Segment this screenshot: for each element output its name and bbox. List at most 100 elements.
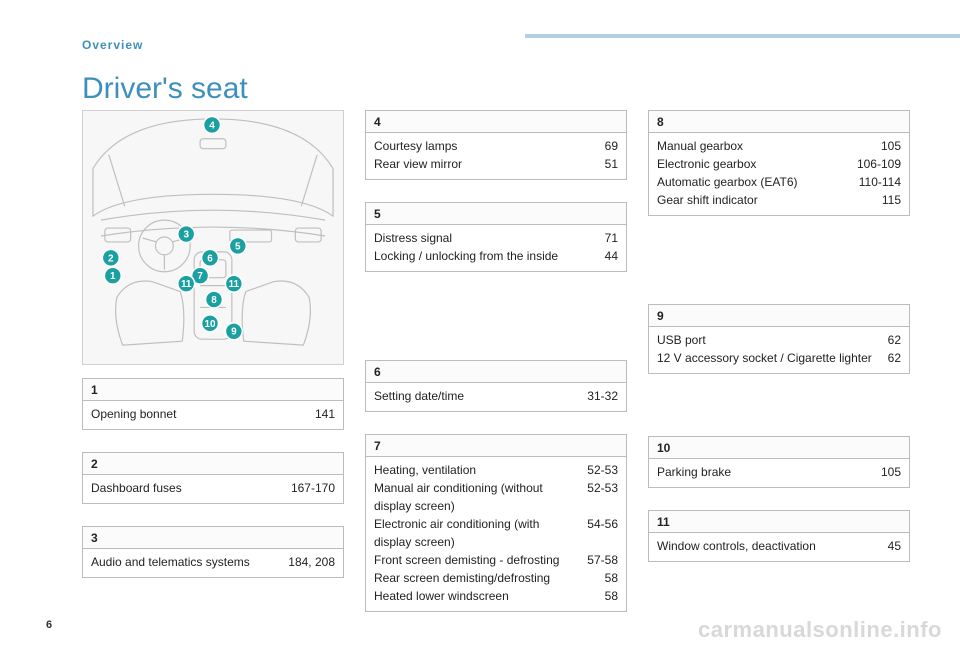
box-body: Audio and telematics systems 184, 208 [83,549,343,577]
box-body: Courtesy lamps 69 Rear view mirror 51 [366,133,626,179]
reference-pages: 184, 208 [288,553,335,571]
box-head: 5 [366,203,626,225]
reference-row: Window controls, deactivation 45 [657,537,901,555]
reference-row: Electronic gearbox 106-109 [657,155,901,173]
callout-number: 6 [207,253,213,264]
box-head: 2 [83,453,343,475]
reference-pages: 51 [605,155,618,173]
callout-number: 4 [209,120,215,131]
reference-pages: 62 [888,331,901,349]
reference-row: Gear shift indicator115 [657,191,901,209]
reference-row: Heated lower windscreen 58 [374,587,618,605]
reference-row: Setting date/time 31-32 [374,387,618,405]
callout-number: 5 [235,241,241,252]
reference-label: Distress signal [374,229,595,247]
reference-row: Distress signal 71 [374,229,618,247]
reference-label: Locking / unlocking from the inside [374,247,595,265]
reference-label: Courtesy lamps [374,137,595,155]
reference-row: Parking brake105 [657,463,901,481]
reference-pages: 54-56 [587,515,618,533]
watermark: carmanualsonline.info [698,617,942,643]
reference-label: Gear shift indicator [657,191,872,209]
reference-label: Automatic gearbox (EAT6) [657,173,849,191]
reference-label: Setting date/time [374,387,577,405]
box-body: Distress signal71Locking / unlocking fro… [366,225,626,271]
reference-label: Audio and telematics systems [91,553,278,571]
page-number: 6 [46,619,52,631]
reference-box-2: 2 Dashboard fuses 167-170 [82,452,344,504]
callout-number: 7 [197,271,203,282]
reference-pages: 167-170 [291,479,335,497]
reference-row: Courtesy lamps 69 [374,137,618,155]
reference-pages: 71 [605,229,618,247]
reference-pages: 52-53 [587,461,618,479]
box-head: 3 [83,527,343,549]
reference-pages: 110-114 [859,173,901,191]
reference-row: Opening bonnet 141 [91,405,335,423]
reference-label: Dashboard fuses [91,479,281,497]
interior-svg: 123456789101111 [83,111,343,364]
reference-row: USB port 62 [657,331,901,349]
reference-pages: 62 [888,349,901,367]
reference-row: Manual air conditioning (without display… [374,479,618,515]
reference-pages: 58 [605,587,618,605]
reference-box-10: 10 Parking brake105 [648,436,910,488]
reference-pages: 141 [315,405,335,423]
reference-pages: 57-58 [587,551,618,569]
section-label: Overview [82,38,143,52]
reference-box-11: 11 Window controls, deactivation 45 [648,510,910,562]
box-head: 7 [366,435,626,457]
callout-number: 1 [110,271,116,282]
column-2: 4 Courtesy lamps 69 Rear view mirror 51 5 Dist… [365,110,627,634]
reference-row: Electronic air conditioning (with displa… [374,515,618,551]
reference-label: Window controls, deactivation [657,537,878,555]
box-head: 10 [649,437,909,459]
box-body: Opening bonnet 141 [83,401,343,429]
reference-row: 12 V accessory socket / Cigarette lighte… [657,349,901,367]
reference-row: Rear screen demisting/defrosting58 [374,569,618,587]
reference-box-9: 9 USB port 62 12 V accessory socket / Cigar… [648,304,910,374]
reference-label: Rear screen demisting/defrosting [374,569,595,587]
reference-label: USB port [657,331,878,349]
reference-pages: 45 [888,537,901,555]
callout-number: 10 [205,319,217,330]
box-head: 6 [366,361,626,383]
reference-label: Rear view mirror [374,155,595,173]
reference-label: Electronic gearbox [657,155,847,173]
box-body: USB port 62 12 V accessory socket / Cigare… [649,327,909,373]
callout-number: 11 [181,279,192,290]
reference-row: Dashboard fuses 167-170 [91,479,335,497]
reference-label: Heated lower windscreen [374,587,595,605]
box-body: Heating, ventilation52-53Manual air cond… [366,457,626,611]
reference-label: Manual gearbox [657,137,871,155]
reference-pages: 69 [605,137,618,155]
reference-box-8: 8Manual gearbox105Electronic gearbox106-… [648,110,910,216]
reference-label: 12 V accessory socket / Cigarette lighte… [657,349,878,367]
reference-box-3: 3 Audio and telematics systems 184, 208 [82,526,344,578]
box-body: Dashboard fuses 167-170 [83,475,343,503]
box-head: 11 [649,511,909,533]
interior-diagram: 123456789101111 [82,110,344,365]
box-body: Parking brake105 [649,459,909,487]
callout-number: 9 [231,327,237,338]
reference-row: Locking / unlocking from the inside 44 [374,247,618,265]
column-3: 8Manual gearbox105Electronic gearbox106-… [648,110,910,584]
reference-pages: 44 [605,247,618,265]
reference-label: Manual air conditioning (without display… [374,479,577,515]
reference-row: Rear view mirror 51 [374,155,618,173]
column-1: 1Opening bonnet1412Dashboard fuses167-17… [82,378,344,600]
reference-row: Audio and telematics systems 184, 208 [91,553,335,571]
box-head: 4 [366,111,626,133]
reference-row: Automatic gearbox (EAT6) 110-114 [657,173,901,191]
box-head: 8 [649,111,909,133]
reference-label: Opening bonnet [91,405,305,423]
box-head: 9 [649,305,909,327]
reference-pages: 106-109 [857,155,901,173]
reference-label: Front screen demisting - defrosting [374,551,577,569]
callout-number: 3 [183,230,189,241]
reference-row: Heating, ventilation52-53 [374,461,618,479]
box-body: Window controls, deactivation 45 [649,533,909,561]
reference-pages: 31-32 [587,387,618,405]
reference-pages: 52-53 [587,479,618,497]
reference-label: Parking brake [657,463,871,481]
